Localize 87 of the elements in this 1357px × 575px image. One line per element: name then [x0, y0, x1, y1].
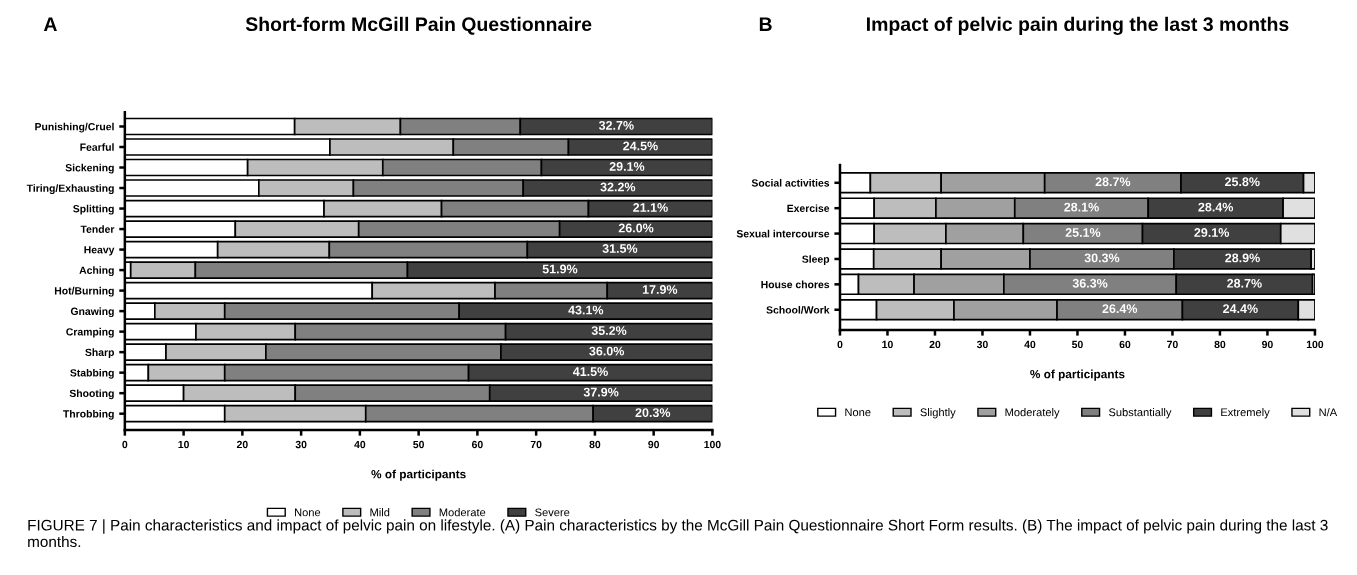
data-label: 17.9% [642, 285, 678, 294]
x-tick-label: 20 [236, 440, 248, 449]
legend-label: N/A [1319, 408, 1338, 417]
data-label: 30.3% [1084, 253, 1120, 263]
y-tick-label: Gnawing [70, 307, 114, 318]
y-tick-label: Social activities [751, 179, 830, 187]
x-tick-label: 80 [1214, 340, 1226, 349]
y-tick-label: Cramping [66, 327, 114, 338]
y-tick-label: Punishing/Cruel [35, 122, 114, 133]
text: A [43, 17, 57, 31]
text: B [759, 17, 772, 31]
chart-title: Short-form McGill Pain Questionnaire [245, 16, 592, 35]
legend-label: Severe [535, 508, 570, 517]
x-tick-label: 40 [1024, 340, 1036, 349]
legend-label: None [295, 508, 321, 517]
caption: FIGURE 7 | Pain characteristics and impact of pelvic pain on lifestyle. (A) Pain characteristics by the McGill Pain Questionnaire Short Form results. (B) The impact of pelvic pain during the last 3 months. [28, 519, 1328, 548]
legend-label: Slightly [920, 408, 956, 419]
data-label: 24.5% [623, 141, 658, 151]
y-tick-label: Exercise [787, 204, 830, 213]
y-tick-label: Splitting [73, 204, 114, 215]
data-label: 51.9% [542, 264, 578, 274]
y-tick-label: House chores [761, 280, 830, 289]
data-label: 35.2% [591, 326, 627, 335]
x-tick-label: 100 [704, 440, 721, 449]
data-label: 28.1% [1064, 202, 1099, 212]
x-tick-label: 90 [1262, 340, 1273, 349]
data-label: 29.1% [609, 162, 645, 171]
y-tick-label: Sleep [802, 255, 830, 265]
data-label: 32.7% [598, 120, 634, 130]
data-label: 36.3% [1072, 278, 1108, 288]
x-tick-label: 30 [976, 340, 988, 349]
legend-label: Moderately [1005, 408, 1060, 419]
y-tick-label: School/Work [766, 305, 830, 314]
y-tick-label: Stabbing [70, 368, 114, 379]
y-tick-label: Fearful [80, 143, 114, 151]
x-tick-label: 50 [413, 440, 424, 449]
x-tick-label: 0 [122, 440, 128, 449]
y-tick-label: Tiring/Exhausting [26, 184, 114, 195]
x-tick-label: 90 [648, 440, 660, 449]
x-tick-label: 70 [1167, 340, 1178, 349]
y-tick-label: Sharp [85, 348, 114, 359]
x-tick-label: 50 [1071, 340, 1083, 349]
data-label: 32.2% [600, 182, 636, 192]
x-tick-label: 0 [837, 340, 843, 349]
x-axis-title: % of participants [1030, 369, 1125, 381]
data-label: 43.1% [568, 305, 604, 315]
legend-label: Substantially [1108, 408, 1172, 419]
y-tick-label: Shooting [69, 389, 114, 400]
y-tick-label: Sexual intercourse [736, 229, 830, 238]
data-label: 21.1% [633, 203, 668, 212]
data-label: 28.9% [1225, 253, 1260, 263]
x-tick-label: 30 [295, 440, 307, 449]
legend-label: Mild [370, 508, 390, 517]
x-tick-label: 10 [178, 440, 189, 449]
data-label: 29.1% [1194, 228, 1230, 237]
x-tick-label: 40 [354, 440, 366, 449]
x-tick-label: 60 [1119, 340, 1131, 349]
x-tick-label: 80 [589, 440, 601, 449]
data-label: 28.7% [1227, 278, 1262, 288]
data-label: 26.0% [618, 223, 654, 233]
data-label: 25.8% [1224, 177, 1260, 187]
data-label: 36.0% [589, 346, 625, 356]
chart-title: Impact of pelvic pain during the last 3 months [867, 16, 1289, 35]
data-label: 25.1% [1065, 228, 1101, 237]
y-tick-label: Sickening [65, 163, 114, 174]
legend-label: Extremely [1221, 408, 1270, 419]
data-label: 41.5% [572, 367, 608, 377]
data-label: 37.9% [583, 387, 619, 397]
y-tick-label: Hot/Burning [54, 286, 114, 297]
legend-label: None [845, 408, 871, 417]
x-tick-label: 100 [1306, 340, 1324, 349]
y-tick-label: Aching [79, 266, 114, 277]
x-axis-title: % of participants [371, 469, 466, 481]
legend-label: Moderate [439, 508, 486, 517]
data-label: 26.4% [1102, 304, 1138, 314]
x-tick-label: 70 [530, 440, 542, 449]
x-tick-label: 10 [882, 340, 893, 349]
y-tick-label: Tender [80, 225, 115, 233]
data-label: 20.3% [635, 408, 671, 418]
x-tick-label: 20 [929, 340, 941, 349]
data-label: 28.4% [1198, 202, 1234, 212]
data-label: 24.4% [1223, 304, 1258, 314]
x-tick-label: 60 [471, 440, 483, 449]
data-label: 31.5% [602, 244, 638, 253]
y-tick-label: Heavy [84, 246, 115, 256]
y-tick-label: Throbbing [63, 409, 114, 420]
data-label: 28.7% [1095, 177, 1131, 187]
